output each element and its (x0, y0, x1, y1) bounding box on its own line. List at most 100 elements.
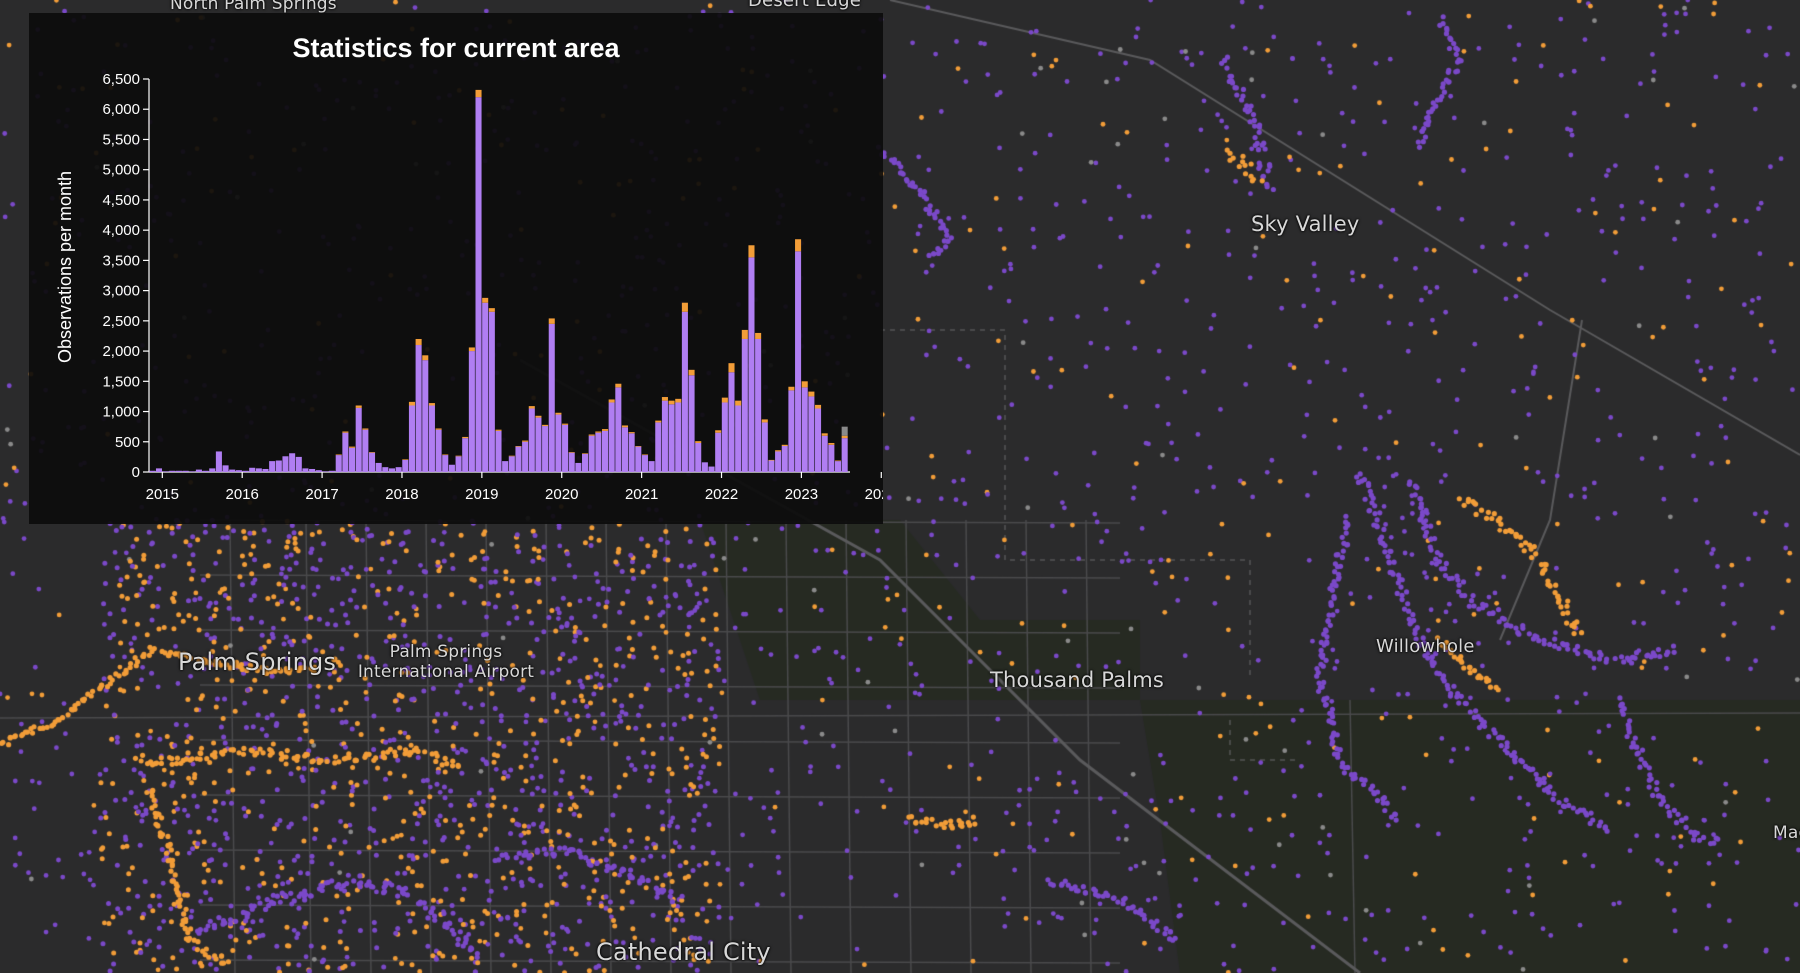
y-axis: 0 500 1,000 1,500 2,000 2,500 3,000 3,500 4,000 4… (102, 71, 150, 481)
x-tick-label: 2020 (545, 486, 578, 503)
chart-bar (775, 450, 782, 452)
chart-bar (468, 347, 475, 352)
chart-bar (488, 311, 495, 472)
chart-bar (582, 453, 589, 472)
x-tick-label: 2022 (705, 486, 738, 503)
chart-bars (149, 89, 848, 472)
chart-bar (488, 308, 495, 312)
chart-title: Statistics for current area (292, 33, 620, 63)
chart-bar (741, 338, 748, 472)
chart-bar (169, 470, 176, 472)
x-tick-label: 2017 (305, 486, 338, 503)
chart-bar (329, 470, 336, 472)
x-tick-label: 2015 (146, 486, 179, 503)
x-tick-label: 2019 (465, 486, 498, 503)
chart-bar (189, 471, 196, 472)
place-label-palm-springs: Palm Springs (178, 648, 337, 676)
chart-bar (661, 400, 668, 472)
chart-bar (781, 446, 788, 472)
chart-bar (422, 360, 429, 472)
chart-bar (748, 257, 755, 472)
chart-bar (655, 422, 662, 472)
chart-bar (775, 451, 782, 472)
chart-bar (661, 397, 668, 401)
chart-bar (568, 452, 575, 472)
chart-bar (761, 422, 768, 472)
chart-bar (402, 459, 409, 472)
chart-bar (175, 470, 182, 472)
chart-bar (608, 402, 615, 472)
y-tick-label: 2,000 (102, 343, 140, 360)
chart-bar (808, 391, 815, 397)
chart-bar (355, 405, 362, 408)
chart-bar (202, 470, 209, 472)
chart-bar (462, 438, 469, 472)
chart-bar (368, 452, 376, 453)
chart-bar (528, 408, 535, 472)
chart-bar (721, 402, 728, 472)
place-label-cathedral-city: Cathedral City (596, 938, 771, 966)
chart-bar (289, 453, 296, 472)
chart-bar (382, 467, 389, 472)
chart-bar (588, 434, 595, 436)
chart-bar (735, 400, 742, 406)
chart-bar (562, 424, 569, 472)
chart-bar (562, 423, 569, 425)
chart-bar (721, 397, 728, 403)
chart-bar (648, 461, 655, 472)
chart-bar (309, 468, 316, 472)
chart-bar (522, 440, 529, 442)
chart-bar (841, 438, 848, 472)
chart-bar (515, 446, 522, 447)
chart-bar (781, 444, 788, 447)
chart-bar (455, 455, 462, 457)
chart-bar (235, 470, 242, 472)
x-tick-label: 2024 (865, 486, 883, 503)
chart-bar (442, 455, 449, 472)
chart-bar (255, 468, 262, 472)
chart-bar (535, 415, 542, 418)
chart-bar (601, 429, 609, 431)
chart-bar (542, 426, 549, 472)
chart-bar (841, 435, 848, 439)
chart-bar (575, 462, 582, 472)
place-label-mac: Mac (1773, 823, 1800, 843)
chart-bar (335, 455, 342, 472)
chart-bar (728, 363, 735, 373)
chart-bar (368, 452, 376, 472)
chart-bar (621, 425, 629, 428)
y-tick-label: 500 (115, 434, 140, 451)
place-label-airport: Palm Springs International Airport (357, 642, 535, 682)
chart-bar (628, 432, 635, 434)
place-label-willowhole: Willowhole (1376, 636, 1475, 657)
x-tick-label: 2018 (385, 486, 418, 503)
y-tick-label: 0 (132, 464, 140, 481)
chart-bar (808, 396, 815, 472)
y-tick-label: 2,500 (102, 313, 140, 330)
x-axis: 2015 2016 2017 2018 2019 2020 2021 2022 2023 2024… (146, 471, 883, 503)
chart-bar (435, 429, 442, 472)
chart-bar (435, 428, 442, 430)
chart-bar (388, 468, 396, 472)
chart-bar (735, 405, 742, 472)
chart-bar (628, 433, 635, 472)
chart-bar (209, 468, 216, 472)
y-tick-label: 5,000 (102, 162, 140, 179)
chart-bar (269, 461, 276, 472)
chart-bar (635, 446, 642, 447)
chart-bar (295, 456, 302, 472)
chart-bar (681, 311, 688, 472)
chart-bar (362, 429, 369, 472)
chart-bar (821, 433, 828, 436)
chart-bar (815, 408, 822, 472)
chart-bar (655, 420, 662, 423)
chart-bar (502, 461, 509, 472)
y-tick-label: 6,000 (102, 101, 140, 118)
chart-bar (641, 455, 648, 472)
chart-bar (495, 430, 502, 472)
y-tick-label: 5,500 (102, 131, 140, 148)
chart-bar (482, 302, 489, 472)
chart-bar (535, 417, 542, 472)
chart-bar (815, 404, 822, 409)
chart-bar (508, 456, 515, 472)
